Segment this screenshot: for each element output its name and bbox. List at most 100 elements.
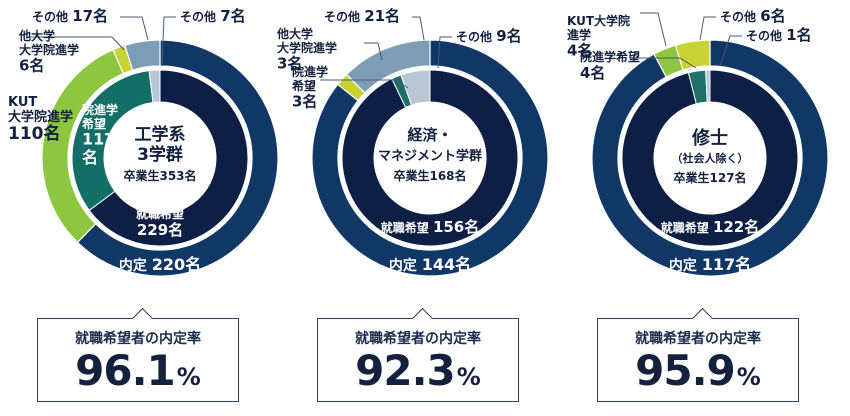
center-grads: 卒業生127名 <box>673 170 746 185</box>
inner-label-grad_hope-line: 希望 <box>291 78 316 93</box>
rate-number: 95.9 <box>635 346 736 395</box>
outer-label-value: 21名 <box>364 7 400 25</box>
center-title-line: 修士 <box>691 127 728 149</box>
inner-label-job_hope: 就職希望 156名 <box>381 218 480 236</box>
inner-value-grad_hope: 4名 <box>580 64 605 82</box>
rate-label: 就職希望者の内定率 <box>75 331 201 347</box>
center-title: 修士 <box>691 127 728 149</box>
outer-label-other: その他 6名 <box>720 7 786 25</box>
outer-label-value: 144名 <box>422 255 471 274</box>
outer-label-other: その他 17名 <box>32 7 108 25</box>
center-subtitle: （社会人除く） <box>672 151 749 165</box>
center-subtitle-line: （社会人除く） <box>672 151 749 165</box>
inner-label-job_hope: 就職希望 122名 <box>661 218 760 236</box>
inner-label-job_hope: 就職希望 <box>136 206 184 221</box>
inner-label-name: その他 <box>180 9 220 24</box>
rate-value: 95.9% <box>598 346 798 395</box>
inner-leader-other <box>719 35 742 67</box>
outer-label-value: 220名 <box>152 255 201 274</box>
donut-hole <box>374 102 486 214</box>
outer-leader-other <box>699 16 716 41</box>
inner-label-grad_hope: 院進学希望 <box>291 64 328 93</box>
inner-value-grad_hope: 117 名 <box>82 130 115 167</box>
outer-label-name: その他 <box>324 9 364 24</box>
inner-label-name: その他 <box>456 29 496 44</box>
inner-value-grad_hope-line: 117 <box>82 130 115 149</box>
center-title-line: 工学系 <box>135 124 186 145</box>
inner-leader-grad_hope <box>320 79 409 89</box>
rate-label: 就職希望者の内定率 <box>355 331 481 347</box>
inner-label-name: 就職希望 <box>661 220 713 235</box>
inner-label-other: その他 9名 <box>456 27 522 45</box>
separator-ring <box>337 65 523 251</box>
outer-leader-other <box>120 16 149 41</box>
inner-value-grad_hope: 3名 <box>292 93 317 111</box>
rate-number: 92.3 <box>355 346 456 395</box>
center-grads: 卒業生353名 <box>123 168 196 183</box>
outer-label-other_univ: 他大学大学院進学 <box>18 28 79 57</box>
inner-label-grad_hope: 院進学希望 <box>580 49 640 64</box>
inner-label-grad_hope-line: 院進学 <box>82 102 118 117</box>
center-title: 経済・ <box>407 126 452 144</box>
outer-label-kut: KUT大学院進学 <box>567 13 630 42</box>
separator-ring <box>617 65 803 251</box>
outer-value-kut-line: 110名 <box>8 123 61 144</box>
outer-leader-other_univ <box>29 36 125 51</box>
outer-value-other_univ-line: 3名 <box>277 55 302 73</box>
outer-label-kut-line: KUT大学院 <box>567 13 630 28</box>
outer-label-name: その他 <box>720 9 760 24</box>
outer-label-value: 17名 <box>72 7 108 25</box>
outer-label-hired: 内定 117名 <box>669 255 751 274</box>
rate-label: 就職希望者の内定率 <box>635 331 761 347</box>
inner-value-grad_hope-line: 名 <box>82 148 98 167</box>
outer-leader-kut <box>640 12 667 47</box>
outer-label-other_univ-line: 大学院進学 <box>277 40 337 55</box>
outer-value-kut: 4名 <box>567 42 592 60</box>
outer-label-other_univ-line: 他大学 <box>18 28 55 43</box>
outer-label-kut-line: 進学 <box>567 27 591 42</box>
rate-unit: % <box>176 363 201 391</box>
outer-label-hired: 内定 220名 <box>119 255 201 274</box>
center-title-line: 経済・ <box>407 126 452 144</box>
inner-label-job_hope-line: 就職希望 <box>136 206 184 221</box>
inner-label-value: 156名 <box>433 218 479 236</box>
inner-label-grad_hope: 院進学希望 <box>81 102 118 131</box>
inner-label-name: その他 <box>746 28 786 43</box>
inner-value-job_hope-line: 229名 <box>137 221 183 239</box>
center-grads-line: 卒業生168名 <box>393 168 466 183</box>
outer-label-other_univ: 他大学大学院進学 <box>276 26 337 55</box>
rate-value: 96.1% <box>38 346 238 395</box>
rate-value: 92.3% <box>318 346 518 395</box>
rate-box-economics: 就職希望者の内定率 92.3% <box>317 318 519 402</box>
donut-hole <box>654 102 766 214</box>
inner-leader-other <box>161 16 176 67</box>
outer-label-name: その他 <box>32 9 72 24</box>
inner-value-grad_hope-line: 3名 <box>292 93 317 111</box>
inner-label-other: その他 7名 <box>180 7 246 25</box>
center-grads-line: 卒業生353名 <box>123 168 196 183</box>
rate-unit: % <box>736 363 761 391</box>
outer-label-name: 内定 <box>669 257 702 274</box>
center-grads-line: 卒業生127名 <box>673 170 746 185</box>
inner-label-value: 9名 <box>496 27 521 45</box>
inner-label-name: 就職希望 <box>381 220 433 235</box>
outer-value-kut-line: 4名 <box>567 42 592 60</box>
inner-label-grad_hope-line: 院進学希望 <box>580 49 640 64</box>
rate-box-masters: 就職希望者の内定率 95.9% <box>597 318 799 402</box>
separator-ring <box>67 65 253 251</box>
center-title-line: 3学群 <box>137 144 183 165</box>
outer-value-other_univ: 6名 <box>19 57 44 75</box>
rate-unit: % <box>456 363 481 391</box>
inner-leader-grad_hope <box>638 57 697 69</box>
outer-value-other_univ: 3名 <box>277 55 302 73</box>
outer-label-name: 内定 <box>119 257 152 274</box>
inner-value-job_hope: 229名 <box>137 221 183 239</box>
donut-hole <box>104 102 216 214</box>
inner-label-grad_hope-line: 院進学 <box>292 64 328 79</box>
inner-value-grad_hope-line: 4名 <box>580 64 605 82</box>
outer-label-other_univ-line: 大学院進学 <box>19 42 79 57</box>
rate-number: 96.1 <box>75 346 176 395</box>
